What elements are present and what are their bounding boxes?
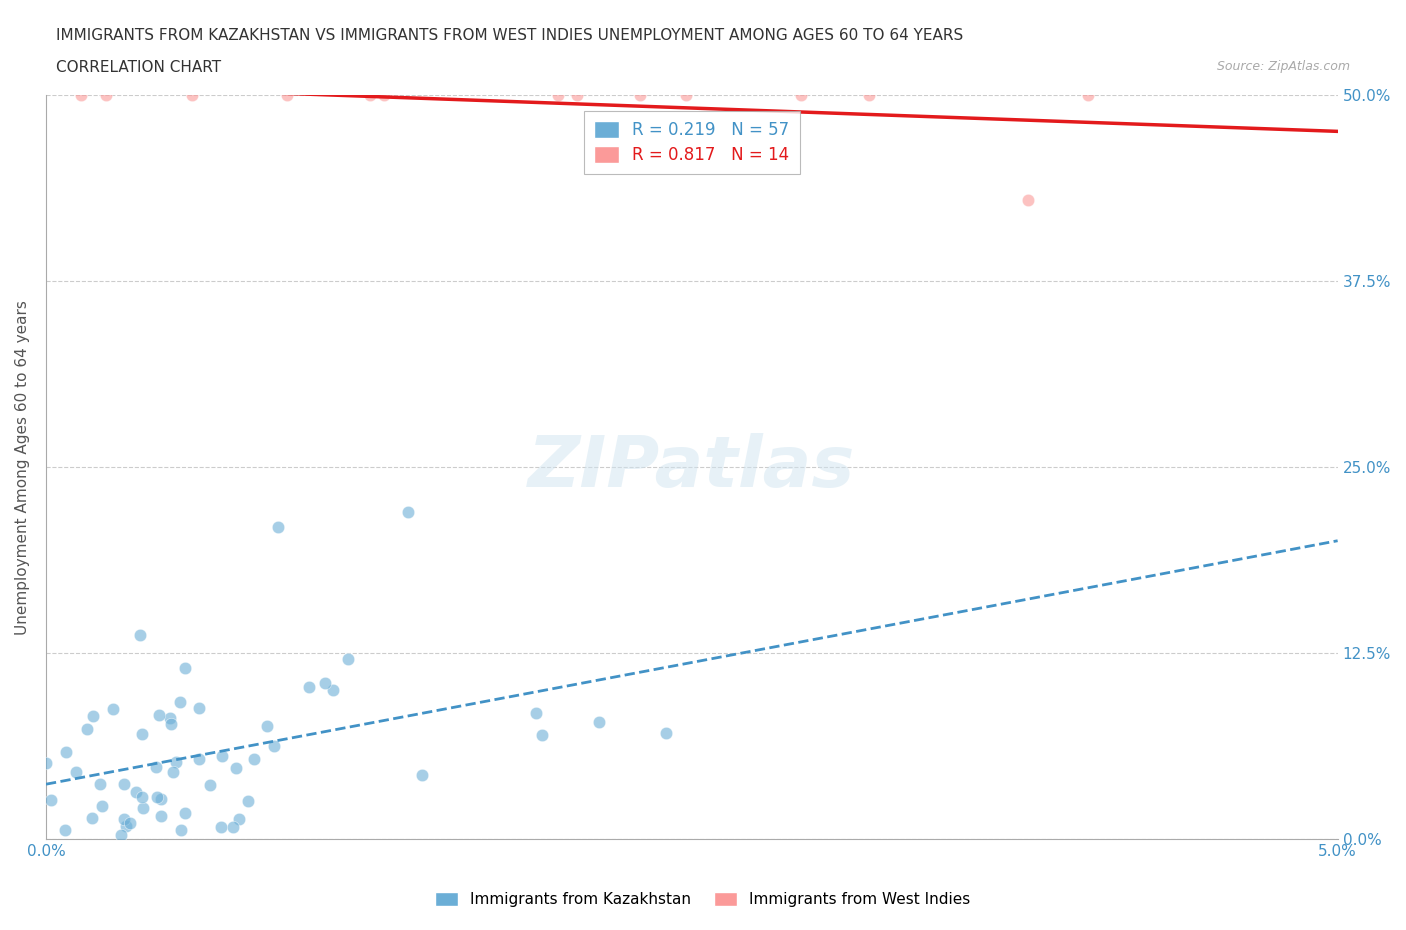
Point	[1017, 193, 1039, 207]
Text: ZIPatlas: ZIPatlas	[529, 432, 855, 502]
Point	[149, 791, 172, 806]
Point	[228, 812, 250, 827]
Point	[174, 805, 197, 820]
Point	[789, 88, 811, 103]
Point	[373, 88, 395, 103]
Point	[55, 745, 77, 760]
Point	[297, 680, 319, 695]
Point	[565, 88, 588, 103]
Point	[181, 88, 204, 103]
Point	[129, 628, 152, 643]
Point	[200, 777, 222, 792]
Point	[150, 809, 173, 824]
Legend: R = 0.219   N = 57, R = 0.817   N = 14: R = 0.219 N = 57, R = 0.817 N = 14	[583, 112, 800, 174]
Point	[145, 790, 167, 804]
Point	[1077, 88, 1099, 103]
Point	[159, 716, 181, 731]
Point	[221, 819, 243, 834]
Point	[169, 695, 191, 710]
Point	[112, 812, 135, 827]
Point	[524, 705, 547, 720]
Point	[588, 715, 610, 730]
Point	[82, 810, 104, 825]
Point	[276, 88, 298, 103]
Point	[53, 823, 76, 838]
Point	[125, 785, 148, 800]
Point	[654, 725, 676, 740]
Point	[82, 709, 104, 724]
Point	[211, 749, 233, 764]
Point	[89, 777, 111, 791]
Point	[267, 520, 290, 535]
Point	[115, 819, 138, 834]
Point	[174, 660, 197, 675]
Point	[322, 683, 344, 698]
Point	[112, 777, 135, 791]
Point	[170, 823, 193, 838]
Point	[69, 88, 91, 103]
Point	[188, 700, 211, 715]
Point	[547, 88, 569, 103]
Point	[131, 727, 153, 742]
Point	[101, 701, 124, 716]
Point	[236, 793, 259, 808]
Text: IMMIGRANTS FROM KAZAKHSTAN VS IMMIGRANTS FROM WEST INDIES UNEMPLOYMENT AMONG AGE: IMMIGRANTS FROM KAZAKHSTAN VS IMMIGRANTS…	[56, 28, 963, 43]
Point	[314, 675, 336, 690]
Point	[256, 719, 278, 734]
Point	[225, 761, 247, 776]
Point	[35, 756, 58, 771]
Point	[145, 760, 167, 775]
Point	[165, 754, 187, 769]
Point	[337, 652, 360, 667]
Point	[396, 505, 419, 520]
Point	[628, 88, 651, 103]
Point	[65, 764, 87, 779]
Point	[858, 88, 880, 103]
Text: Source: ZipAtlas.com: Source: ZipAtlas.com	[1216, 60, 1350, 73]
Point	[94, 88, 117, 103]
Point	[131, 790, 153, 804]
Point	[675, 88, 697, 103]
Point	[110, 828, 132, 843]
Text: CORRELATION CHART: CORRELATION CHART	[56, 60, 221, 75]
Point	[148, 708, 170, 723]
Point	[76, 721, 98, 736]
Point	[243, 751, 266, 766]
Point	[359, 88, 381, 103]
Point	[530, 727, 553, 742]
Point	[263, 738, 285, 753]
Point	[118, 816, 141, 830]
Point	[132, 801, 155, 816]
Point	[411, 767, 433, 782]
Point	[159, 711, 181, 725]
Point	[162, 764, 184, 779]
Point	[209, 819, 232, 834]
Point	[187, 752, 209, 767]
Legend: Immigrants from Kazakhstan, Immigrants from West Indies: Immigrants from Kazakhstan, Immigrants f…	[429, 885, 977, 913]
Point	[39, 793, 62, 808]
Y-axis label: Unemployment Among Ages 60 to 64 years: Unemployment Among Ages 60 to 64 years	[15, 300, 30, 635]
Point	[90, 799, 112, 814]
